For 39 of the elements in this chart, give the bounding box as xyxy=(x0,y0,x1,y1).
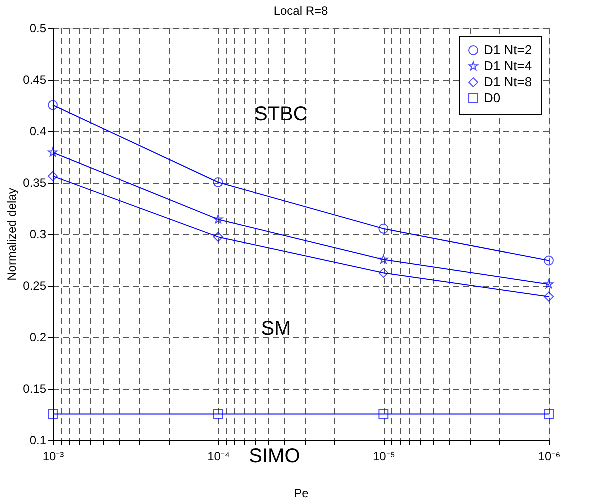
legend-label: D1 Nt=8 xyxy=(484,74,532,90)
point xyxy=(48,148,58,157)
y-tick-label: 0.2 xyxy=(30,330,47,344)
point xyxy=(214,214,224,224)
annotation: SM xyxy=(261,318,292,340)
x-axis-title: Pe xyxy=(294,486,310,498)
y-tick-label: 0.5 xyxy=(30,22,47,36)
point xyxy=(48,100,58,110)
point xyxy=(213,232,224,242)
y-tick-label: 0.45 xyxy=(23,73,47,87)
y-tick-label: 0.1 xyxy=(30,434,47,448)
y-tick-label: 0.4 xyxy=(30,124,47,138)
point xyxy=(48,171,58,182)
y-tick-label: 0.15 xyxy=(23,382,47,396)
text: SIMO xyxy=(249,445,300,468)
point xyxy=(213,409,224,420)
x-tick-label: 10⁻³ xyxy=(42,450,64,464)
point xyxy=(213,178,224,188)
legend-label: D0 xyxy=(484,90,501,106)
y-tick-label: 0.3 xyxy=(30,228,47,242)
x-tick-label: 10⁻⁶ xyxy=(538,450,561,464)
point xyxy=(544,409,554,420)
x-tick-label: 10⁻⁴ xyxy=(208,450,230,464)
annotation: STBC xyxy=(254,104,308,126)
x-tick-label: 10⁻⁵ xyxy=(373,450,396,464)
point xyxy=(378,268,389,278)
y-axis-title: Normalized delay xyxy=(5,188,20,281)
point xyxy=(544,292,554,302)
point xyxy=(544,280,554,289)
point xyxy=(48,409,58,420)
legend-label: D1 Nt=2 xyxy=(484,42,532,58)
y-tick-label: 0.25 xyxy=(23,279,47,293)
y-tick-label: 0.35 xyxy=(23,176,47,190)
point xyxy=(378,254,388,264)
point xyxy=(544,256,554,266)
legend-label: D1 Nt=4 xyxy=(484,58,532,74)
point xyxy=(378,409,389,420)
point xyxy=(378,224,389,234)
chart-title: Local R=8 xyxy=(274,4,329,18)
